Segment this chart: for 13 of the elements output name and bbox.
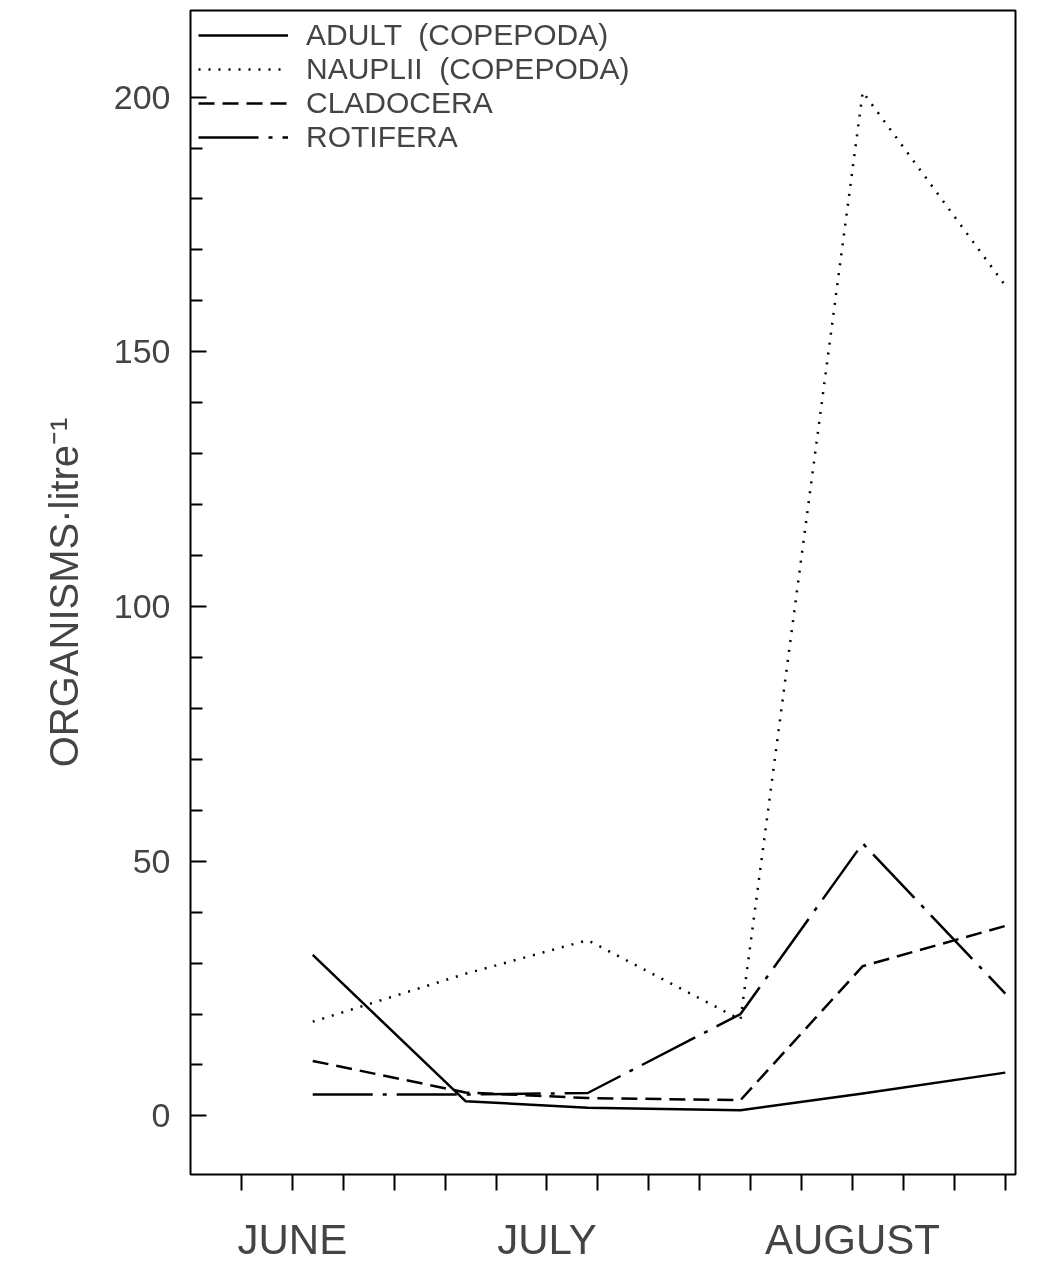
legend-label: NAUPLII (COPEPODA) bbox=[306, 52, 630, 86]
x-tick-label: JUNE bbox=[237, 1215, 348, 1263]
y-tick-label: 150 bbox=[113, 332, 171, 371]
x-tick-label: AUGUST bbox=[765, 1215, 941, 1263]
y-axis-title: ORGANISMS·litre⁻¹ bbox=[41, 417, 86, 768]
y-tick-label: 200 bbox=[113, 77, 171, 116]
x-tick-label: JULY bbox=[497, 1215, 597, 1263]
legend-label: ADULT (COPEPODA) bbox=[306, 18, 609, 52]
y-tick-label: 50 bbox=[132, 841, 171, 880]
legend-label: ROTIFERA bbox=[306, 120, 458, 154]
y-tick-label: 0 bbox=[151, 1096, 171, 1135]
y-tick-label: 100 bbox=[113, 587, 171, 626]
legend-label: CLADOCERA bbox=[306, 86, 493, 120]
